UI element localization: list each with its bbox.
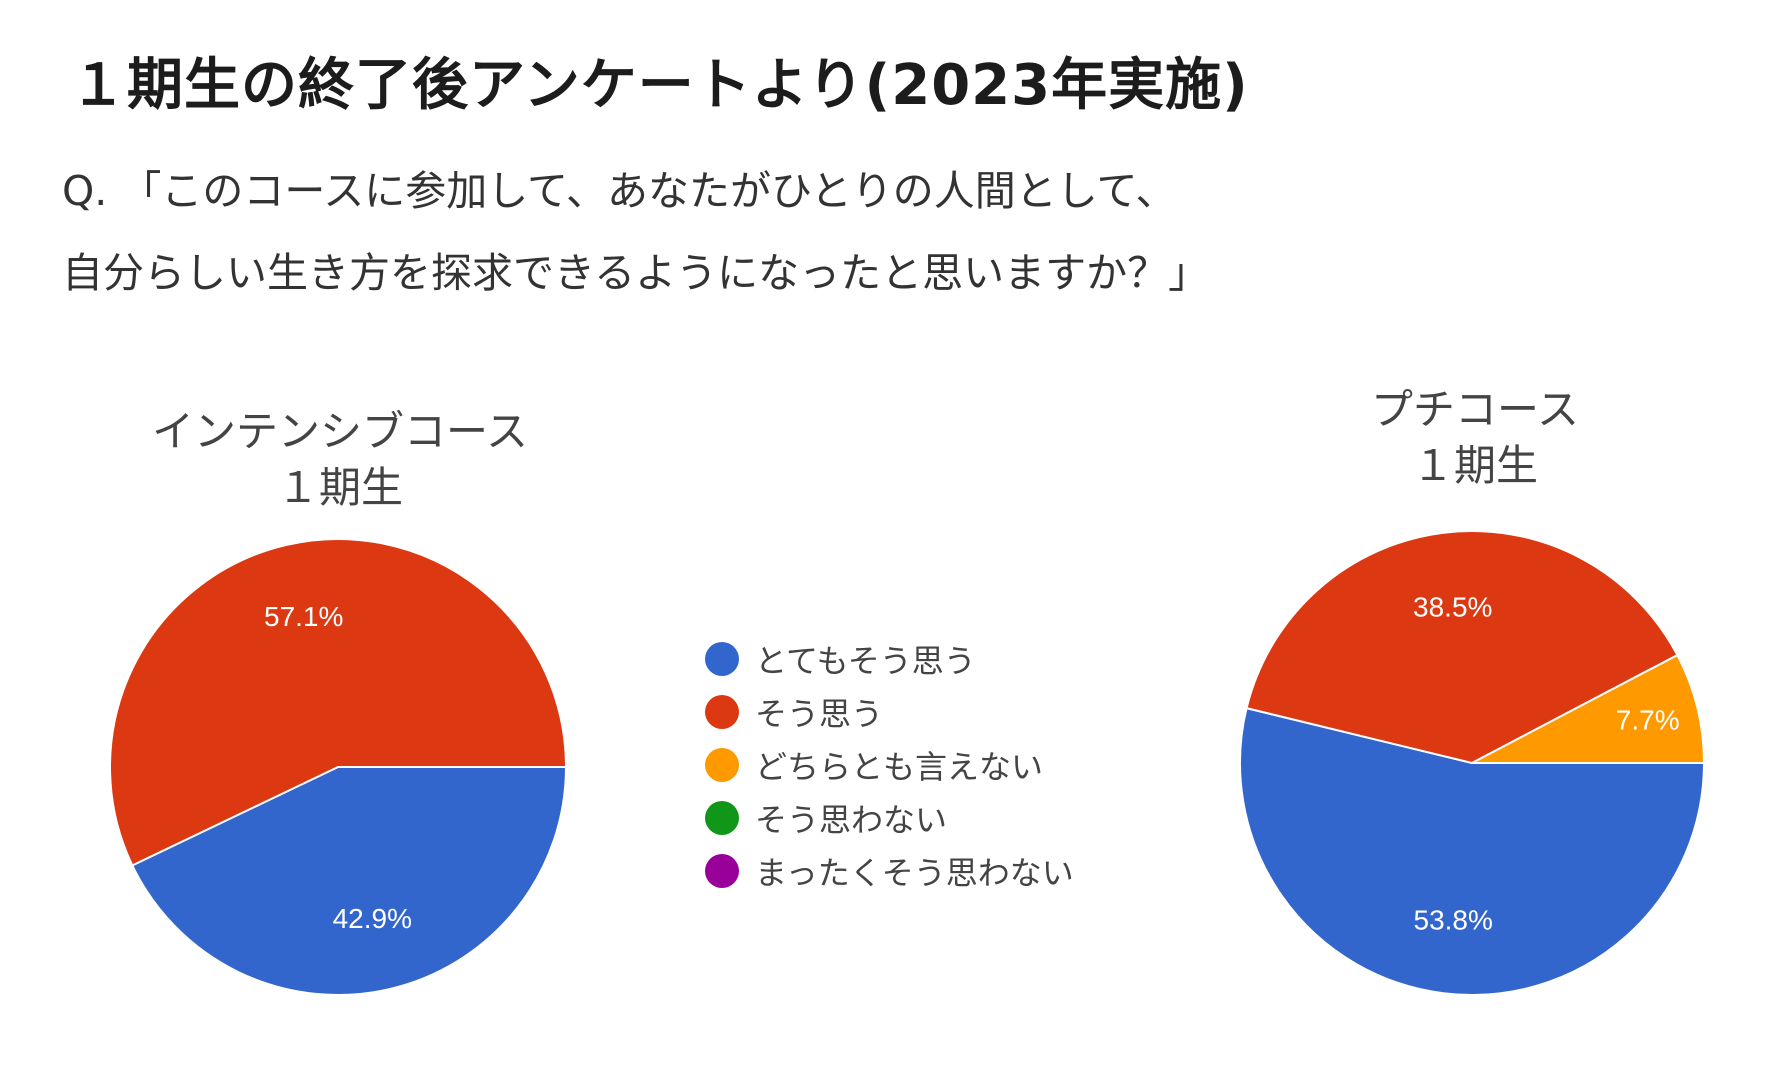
legend-swatch xyxy=(705,641,739,676)
legend-item: どちらとも言えない xyxy=(705,738,1074,791)
pie-slice-1-2 xyxy=(1471,653,1706,764)
pie-slice-0-0 xyxy=(130,766,568,996)
legend-label: まったくそう思わない xyxy=(755,853,1074,892)
pie-slice-1-0 xyxy=(1239,706,1706,996)
page-title: １期生の終了後アンケートより(2023年実施) xyxy=(70,53,1249,118)
legend-label: どちらとも言えない xyxy=(755,747,1044,786)
question-line-2: 自分らしい生き方を探求できるようになったと思いますか？」 xyxy=(62,249,1210,297)
chart-legend: とてもそう思う そう思う どちらとも言えない そう思わない まったくそう思わない xyxy=(705,632,1074,897)
pie-slice-0-1 xyxy=(109,538,568,867)
legend-swatch xyxy=(705,800,739,835)
chart-title-petit-line-1: プチコース xyxy=(1371,385,1579,434)
legend-item: そう思う xyxy=(705,685,1074,738)
legend-label: とてもそう思う xyxy=(755,641,976,680)
chart-title-intensive-line-2: １期生 xyxy=(276,463,403,512)
chart-title-petit-line-2: １期生 xyxy=(1411,441,1538,490)
legend-item: まったくそう思わない xyxy=(705,844,1074,897)
pie-chart-intensive: 42.9% 57.1% xyxy=(109,538,568,996)
survey-question: Q. 「このコースに参加して、あなたがひとりの人間として、 自分らしい生き方を探… xyxy=(62,150,1209,314)
pie-label-0-0: 42.9% xyxy=(333,903,412,934)
chart-title-intensive: インテンシブコース １期生 xyxy=(90,404,590,516)
chart-title-intensive-line-1: インテンシブコース xyxy=(152,407,528,456)
pie-label-1-0: 53.8% xyxy=(1414,905,1493,936)
legend-swatch xyxy=(705,747,739,782)
question-line-1: Q. 「このコースに参加して、あなたがひとりの人間として、 xyxy=(62,167,1177,215)
chart-title-petit: プチコース １期生 xyxy=(1225,382,1725,494)
legend-label: そう思わない xyxy=(755,800,948,839)
legend-item: とてもそう思う xyxy=(705,632,1074,685)
pie-label-1-2: 7.7% xyxy=(1616,705,1680,736)
pie-slice-1-1 xyxy=(1245,530,1679,765)
pie-label-0-1: 57.1% xyxy=(264,601,343,632)
legend-label: そう思う xyxy=(755,694,884,733)
legend-item: そう思わない xyxy=(705,791,1074,844)
legend-swatch xyxy=(705,853,739,888)
legend-swatch xyxy=(705,694,739,729)
pie-label-1-1: 38.5% xyxy=(1413,591,1492,622)
